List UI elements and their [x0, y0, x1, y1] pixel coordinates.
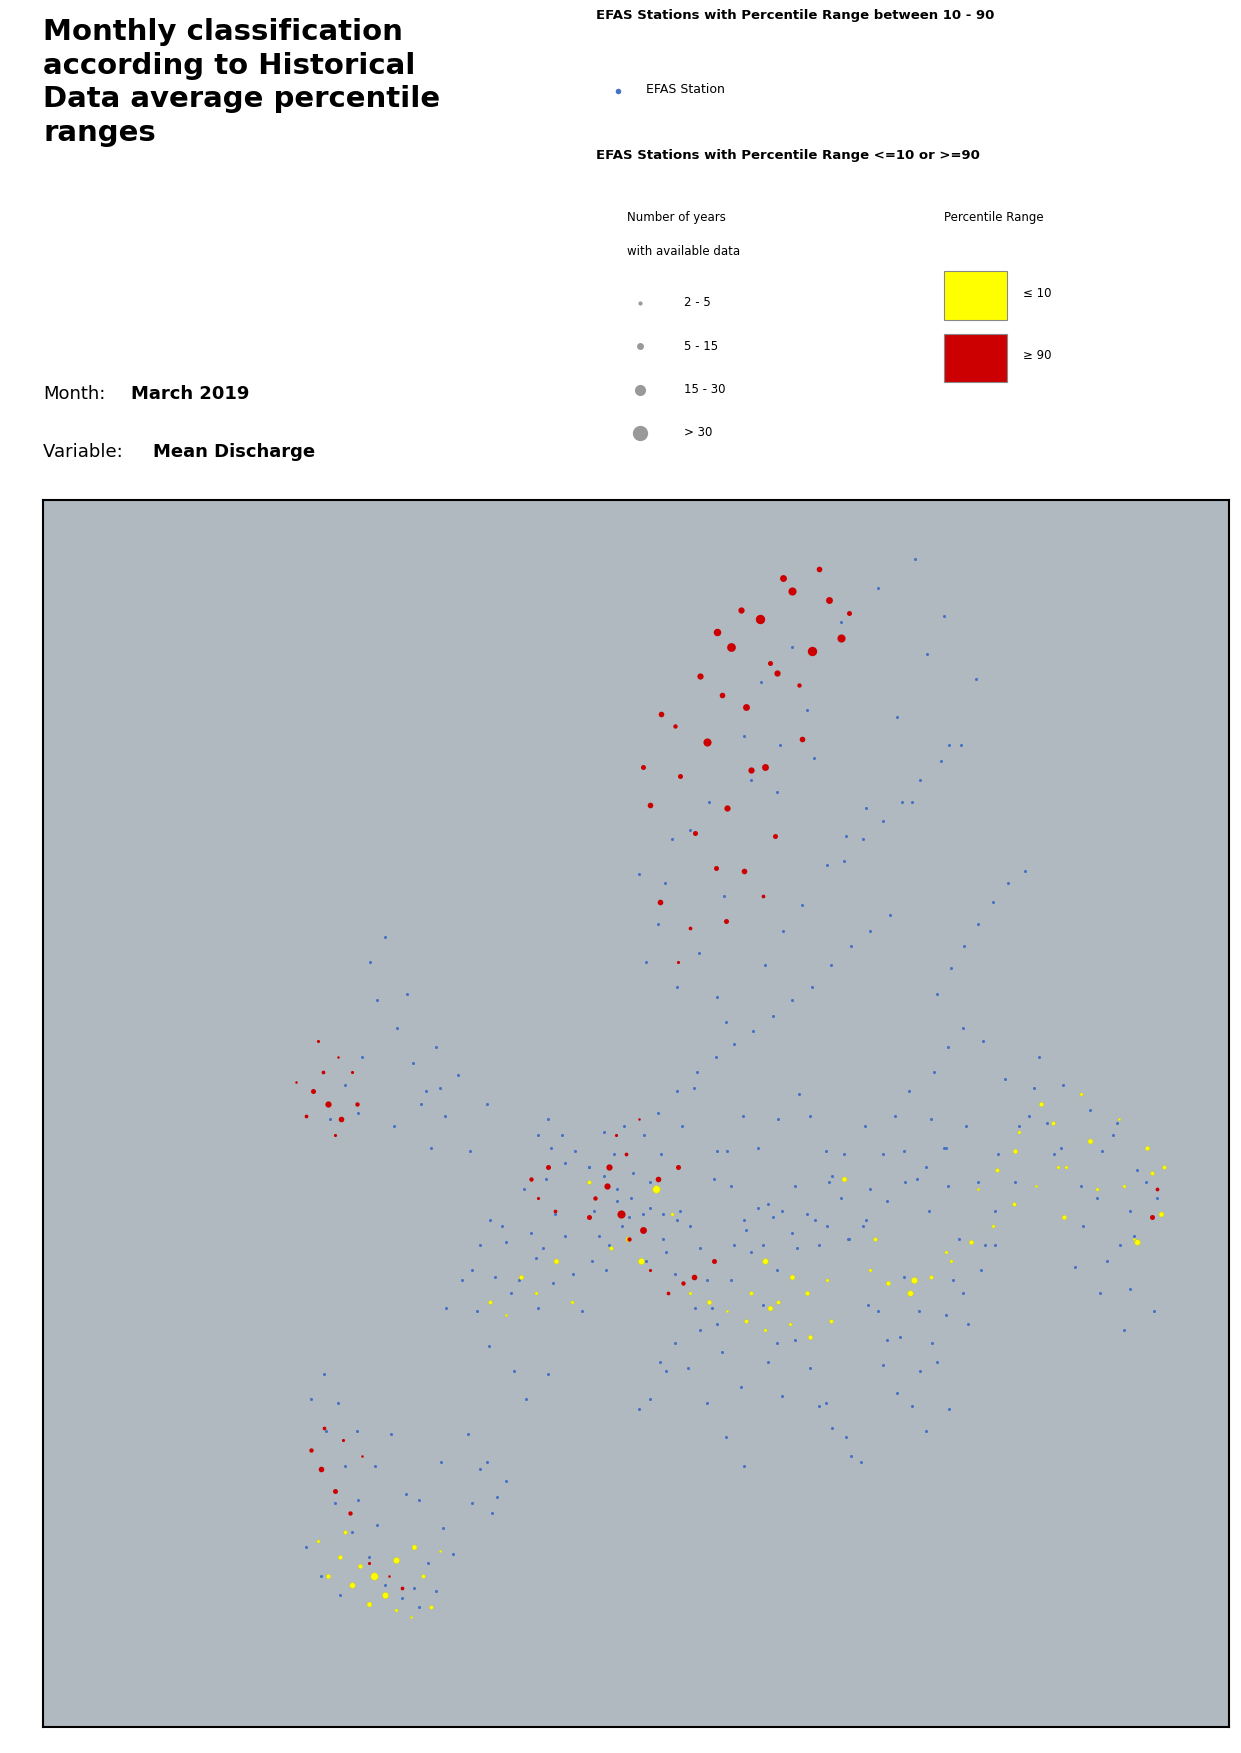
Text: Number of years: Number of years [627, 212, 726, 224]
Text: 15 - 30: 15 - 30 [684, 384, 726, 396]
Text: 2 - 5: 2 - 5 [684, 296, 711, 309]
Text: 5 - 15: 5 - 15 [684, 340, 719, 352]
Text: ≥ 90: ≥ 90 [1023, 349, 1051, 363]
Text: Variable:: Variable: [43, 444, 135, 461]
Text: with available data: with available data [627, 245, 741, 258]
Text: March 2019: March 2019 [130, 386, 249, 403]
Bar [943, 335, 1006, 382]
Bar [943, 272, 1006, 319]
Text: Month:: Month: [43, 386, 105, 403]
Text: Monthly classification
according to Historical
Data average percentile
ranges: Monthly classification according to Hist… [43, 19, 441, 147]
Text: EFAS Stations with Percentile Range between 10 - 90: EFAS Stations with Percentile Range betw… [596, 9, 994, 21]
Text: EFAS Station: EFAS Station [647, 82, 725, 96]
Text: Percentile Range: Percentile Range [943, 212, 1044, 224]
Text: ≤ 10: ≤ 10 [1023, 287, 1051, 300]
Text: EFAS Stations with Percentile Range <=10 or >=90: EFAS Stations with Percentile Range <=10… [596, 149, 979, 161]
Text: Mean Discharge: Mean Discharge [153, 444, 315, 461]
Text: > 30: > 30 [684, 426, 712, 440]
